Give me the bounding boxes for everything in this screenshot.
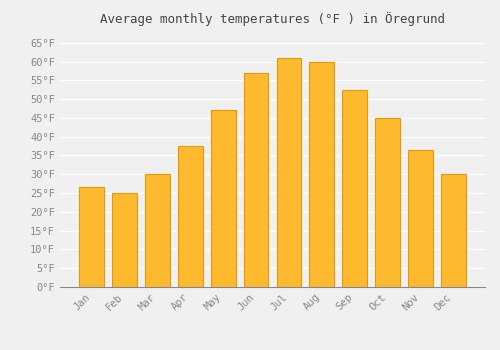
Bar	[211, 110, 236, 287]
Bar	[276, 58, 301, 287]
Bar	[80, 188, 104, 287]
Bar	[244, 73, 268, 287]
Title: Average monthly temperatures (°F ) in Öregrund: Average monthly temperatures (°F ) in Ör…	[100, 12, 445, 26]
Bar	[310, 62, 334, 287]
Bar	[441, 174, 466, 287]
Bar	[342, 90, 367, 287]
Bar	[112, 193, 137, 287]
Bar	[145, 174, 170, 287]
Bar	[408, 150, 433, 287]
Bar	[178, 146, 203, 287]
Bar	[376, 118, 400, 287]
